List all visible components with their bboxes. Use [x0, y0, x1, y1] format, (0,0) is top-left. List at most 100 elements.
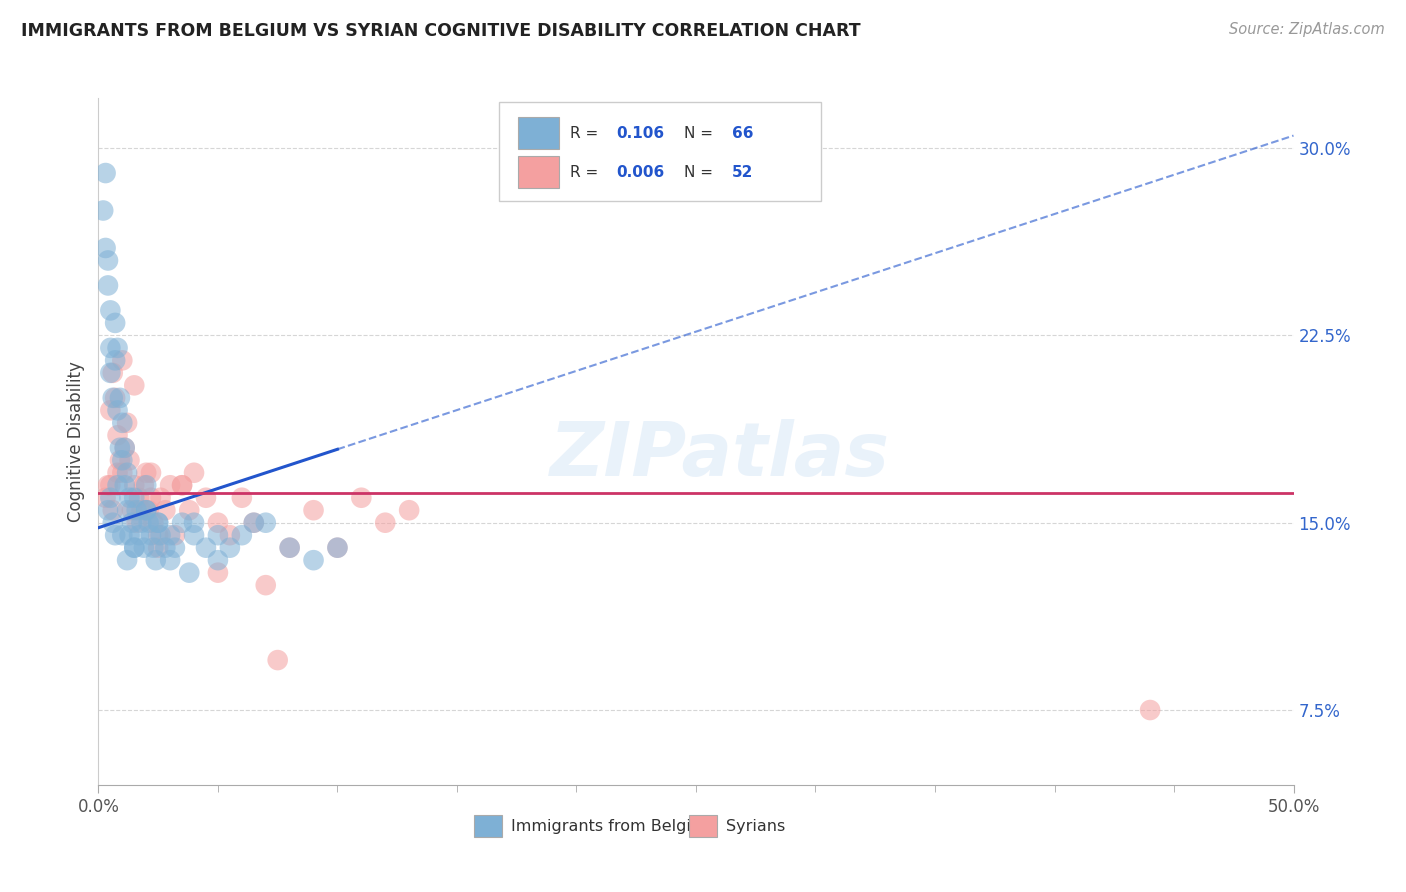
Point [114, 441, 136, 455]
Point [148, 516, 170, 530]
Text: IMMIGRANTS FROM BELGIUM VS SYRIAN COGNITIVE DISABILITY CORRELATION CHART: IMMIGRANTS FROM BELGIUM VS SYRIAN COGNIT… [21, 22, 860, 40]
Point [132, 478, 155, 492]
Point [149, 528, 172, 542]
Text: 66: 66 [733, 126, 754, 141]
Point [124, 541, 146, 555]
Point [142, 541, 165, 555]
FancyBboxPatch shape [499, 102, 821, 202]
Point [179, 503, 201, 517]
Point [104, 391, 127, 405]
FancyBboxPatch shape [517, 156, 558, 188]
Point [131, 503, 153, 517]
Point [98, 491, 122, 505]
Point [243, 516, 266, 530]
Point [111, 353, 134, 368]
Point [207, 553, 229, 567]
Point [94, 241, 117, 255]
Point [138, 516, 160, 530]
Point [98, 303, 122, 318]
Point [97, 503, 120, 517]
Text: N =: N = [685, 165, 718, 180]
Point [115, 466, 138, 480]
Point [98, 403, 122, 417]
Point [172, 516, 194, 530]
Point [104, 528, 127, 542]
Point [207, 566, 229, 580]
Point [104, 316, 127, 330]
Point [135, 503, 157, 517]
Point [183, 516, 205, 530]
Point [115, 416, 138, 430]
FancyBboxPatch shape [474, 815, 502, 838]
Point [195, 541, 218, 555]
Point [139, 466, 162, 480]
Point [155, 541, 177, 555]
Point [267, 653, 290, 667]
Point [115, 553, 138, 567]
Point [231, 528, 253, 542]
Point [125, 503, 148, 517]
Point [124, 378, 146, 392]
Point [148, 528, 170, 542]
Point [131, 516, 153, 530]
Text: R =: R = [571, 126, 603, 141]
Point [231, 491, 253, 505]
Point [350, 491, 373, 505]
Text: ZIPatlas: ZIPatlas [550, 418, 890, 491]
Point [145, 553, 167, 567]
Point [118, 491, 141, 505]
Point [219, 528, 242, 542]
Point [326, 541, 349, 555]
Point [139, 491, 162, 505]
Point [101, 366, 124, 380]
Point [148, 541, 170, 555]
Point [107, 428, 129, 442]
Text: N =: N = [685, 126, 718, 141]
Point [139, 528, 162, 542]
Point [163, 541, 186, 555]
Point [128, 491, 150, 505]
Point [107, 403, 129, 417]
Point [98, 478, 122, 492]
Point [101, 516, 124, 530]
Point [326, 541, 349, 555]
Text: Immigrants from Belgium: Immigrants from Belgium [510, 819, 717, 834]
Point [398, 503, 420, 517]
FancyBboxPatch shape [517, 117, 558, 149]
Text: Syrians: Syrians [725, 819, 785, 834]
Point [114, 441, 136, 455]
Text: 52: 52 [733, 165, 754, 180]
Point [138, 503, 160, 517]
Point [108, 453, 131, 467]
Point [107, 478, 129, 492]
Point [148, 516, 170, 530]
Point [183, 528, 205, 542]
Point [219, 541, 242, 555]
Point [302, 553, 325, 567]
Point [159, 478, 181, 492]
Point [207, 528, 229, 542]
Point [121, 503, 143, 517]
Point [124, 541, 146, 555]
Point [97, 478, 120, 492]
Point [98, 366, 122, 380]
Point [97, 253, 120, 268]
Text: Source: ZipAtlas.com: Source: ZipAtlas.com [1229, 22, 1385, 37]
Point [101, 391, 124, 405]
Point [172, 478, 194, 492]
Point [374, 516, 396, 530]
Point [207, 516, 229, 530]
Point [149, 491, 172, 505]
Point [111, 453, 134, 467]
Point [118, 453, 141, 467]
Point [278, 541, 301, 555]
Point [107, 341, 129, 355]
Point [97, 278, 120, 293]
Point [278, 541, 301, 555]
Point [302, 503, 325, 517]
Point [159, 553, 181, 567]
Point [132, 541, 155, 555]
Point [125, 516, 148, 530]
Point [163, 528, 186, 542]
Point [135, 466, 157, 480]
